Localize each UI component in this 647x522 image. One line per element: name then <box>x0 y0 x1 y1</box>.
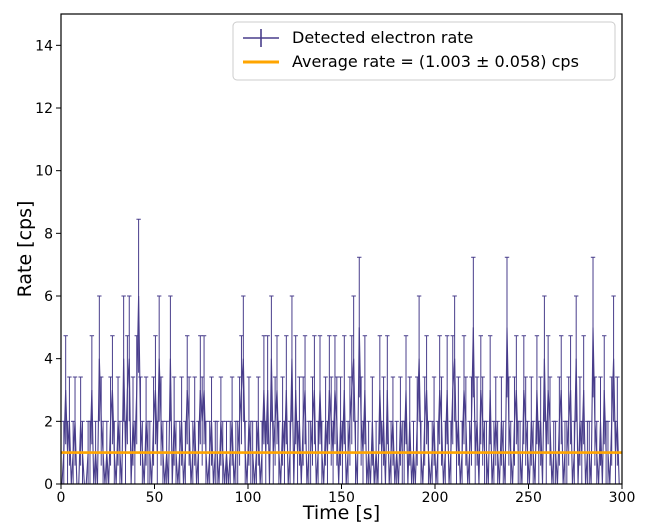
x-tick-label: 100 <box>235 490 262 506</box>
y-tick-label: 4 <box>44 352 53 368</box>
x-tick-label: 250 <box>515 490 542 506</box>
y-tick-label: 12 <box>35 101 53 117</box>
y-tick-label: 6 <box>44 289 53 305</box>
legend-label-detected: Detected electron rate <box>292 28 473 47</box>
plot-area <box>61 218 622 485</box>
y-tick-label: 0 <box>44 477 53 493</box>
y-tick-label: 2 <box>44 414 53 430</box>
x-axis-label: Time [s] <box>302 502 380 522</box>
x-tick-label: 0 <box>57 490 66 506</box>
y-tick-label: 14 <box>35 38 53 54</box>
legend-label-average: Average rate = (1.003 ± 0.058) cps <box>292 52 579 71</box>
legend: Detected electron rate Average rate = (1… <box>232 21 616 81</box>
legend-box <box>232 21 616 81</box>
x-tick-label: 200 <box>422 490 449 506</box>
y-axis-label: Rate [cps] <box>14 201 36 298</box>
y-tick-label: 8 <box>44 226 53 242</box>
plot-frame <box>60 13 623 485</box>
y-tick-label: 10 <box>35 164 53 180</box>
x-tick-label: 150 <box>328 490 355 506</box>
x-tick-label: 50 <box>146 490 164 506</box>
x-tick-label: 300 <box>609 490 636 506</box>
axis-ticks: 0 50 100 150 200 250 300 0 2 4 6 8 10 12 14 <box>35 38 635 506</box>
